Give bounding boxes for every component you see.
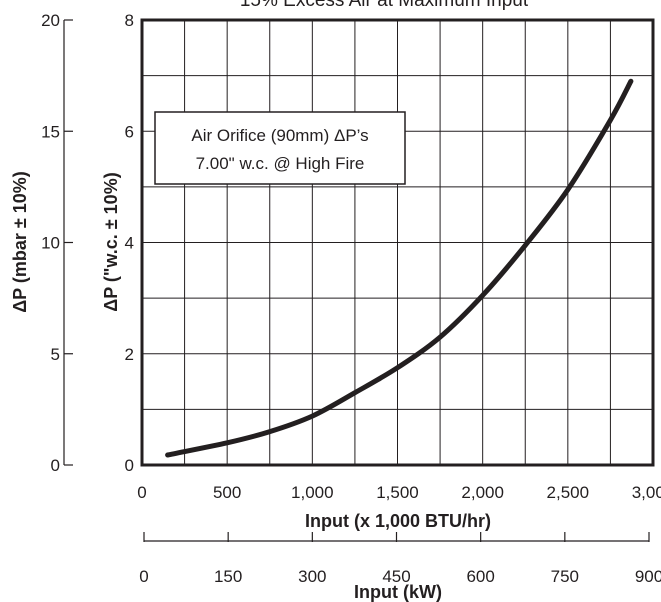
x-ticks: 0 500 1,000 1,500 2,000 2,500 3,000 bbox=[137, 483, 661, 502]
y2-axis-title: ΔP (mbar ± 10%) bbox=[10, 171, 30, 313]
y2-tick-label: 5 bbox=[51, 345, 60, 364]
x2-tick-label: 900 bbox=[635, 567, 661, 586]
x2-axis-title: Input (kW) bbox=[354, 582, 442, 602]
y2-axis: 0 5 10 15 20 bbox=[41, 11, 73, 475]
x-tick-label: 2,500 bbox=[547, 483, 590, 502]
y-tick-label: 4 bbox=[125, 234, 134, 253]
x2-tick-label: 150 bbox=[214, 567, 242, 586]
x2-tick-label: 0 bbox=[139, 567, 148, 586]
annotation-box: Air Orifice (90mm) ΔP’s 7.00" w.c. @ Hig… bbox=[155, 112, 405, 184]
y-tick-label: 8 bbox=[125, 11, 134, 30]
annotation-line-2: 7.00" w.c. @ High Fire bbox=[196, 154, 365, 173]
y2-tick-label: 0 bbox=[51, 456, 60, 475]
y2-tick-label: 10 bbox=[41, 234, 60, 253]
x2-axis: 0 150 300 450 600 750 900 bbox=[139, 532, 661, 586]
y2-tick-label: 20 bbox=[41, 11, 60, 30]
x-tick-label: 3,000 bbox=[632, 483, 661, 502]
annotation-line-1: Air Orifice (90mm) ΔP’s bbox=[191, 126, 368, 145]
x2-tick-label: 300 bbox=[298, 567, 326, 586]
x-tick-label: 1,500 bbox=[376, 483, 419, 502]
chart-title: 15% Excess Air at Maximum Input bbox=[240, 0, 529, 11]
y-tick-label: 2 bbox=[125, 345, 134, 364]
x-tick-label: 0 bbox=[137, 483, 146, 502]
y-tick-label: 6 bbox=[125, 122, 134, 141]
x2-tick-label: 600 bbox=[466, 567, 494, 586]
y-tick-label: 0 bbox=[125, 456, 134, 475]
x-tick-label: 2,000 bbox=[461, 483, 504, 502]
x2-tick-label: 750 bbox=[551, 567, 579, 586]
x-tick-label: 500 bbox=[213, 483, 241, 502]
x-tick-label: 1,000 bbox=[291, 483, 334, 502]
y-axis-title: ΔP ("w.c. ± 10%) bbox=[101, 172, 121, 311]
x-axis-title: Input (x 1,000 BTU/hr) bbox=[305, 511, 491, 531]
grid bbox=[142, 20, 653, 465]
y2-tick-label: 15 bbox=[41, 122, 60, 141]
annotation-frame bbox=[155, 112, 405, 184]
y-ticks: 0 2 4 6 8 bbox=[125, 11, 134, 475]
